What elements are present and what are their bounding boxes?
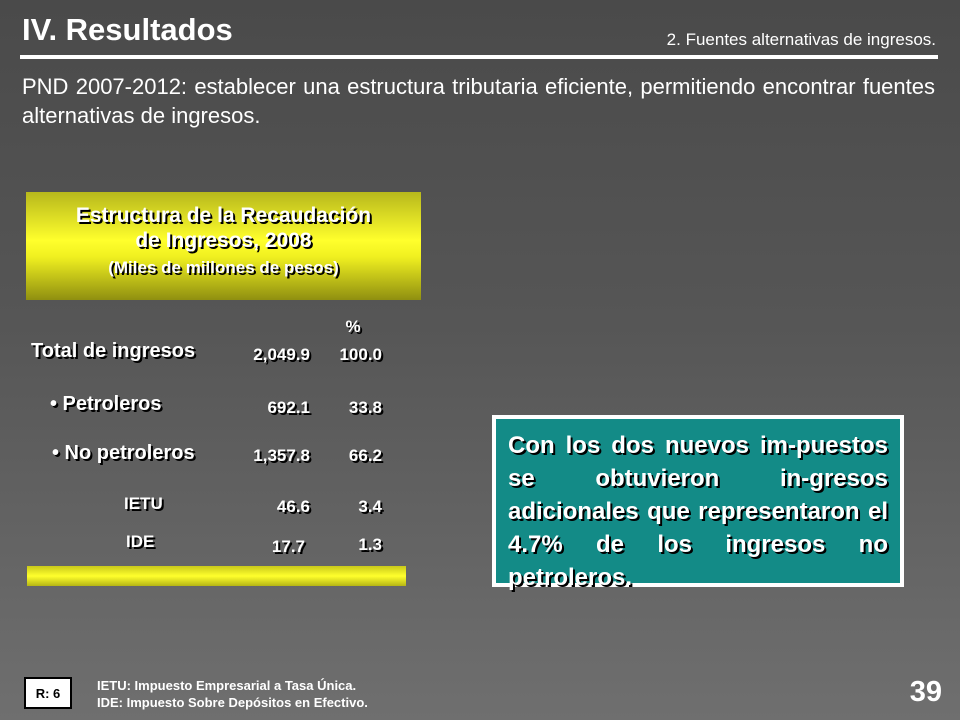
table-title-banner: Estructura de la Recaudación de Ingresos… xyxy=(26,192,421,300)
row-percent: 33.8 xyxy=(348,398,382,417)
title-divider xyxy=(20,55,938,59)
row-label: • Petroleros xyxy=(50,393,162,415)
slide-subtitle: 2. Fuentes alternativas de ingresos. xyxy=(666,30,936,49)
row-percent: 66.2 xyxy=(348,446,382,465)
row-amount: 692.1 xyxy=(267,398,310,417)
row-amount: 1,357.8 xyxy=(253,446,310,465)
percent-column-header: % xyxy=(345,317,361,336)
row-percent: 100.0 xyxy=(339,345,382,364)
table-title-line1: Estructura de la Recaudación xyxy=(75,204,372,227)
table-units: (Miles de millones de pesos) xyxy=(108,258,339,277)
row-label: IDE xyxy=(126,532,155,551)
page-number: 39 xyxy=(909,676,942,708)
reference-badge: R: 6 xyxy=(24,677,72,709)
callout-text: Con los dos nuevos im-puestos se obtuvie… xyxy=(508,432,888,591)
footnote-ietu: IETU: Impuesto Empresarial a Tasa Única. xyxy=(97,678,357,693)
table-title-line2: de Ingresos, 2008 xyxy=(135,229,312,252)
intro-paragraph: PND 2007-2012: establecer una estructura… xyxy=(22,74,935,128)
slide-title: IV. Resultados xyxy=(22,12,233,47)
row-percent: 1.3 xyxy=(358,535,382,554)
row-label: IETU xyxy=(124,494,163,513)
row-amount: 17.7 xyxy=(271,537,305,556)
footnote-ide: IDE: Impuesto Sobre Depósitos en Efectiv… xyxy=(97,695,368,710)
row-percent: 3.4 xyxy=(358,497,382,516)
callout-box: Con los dos nuevos im-puestos se obtuvie… xyxy=(492,415,904,591)
row-amount: 2,049.9 xyxy=(253,345,310,364)
row-amount: 46.6 xyxy=(276,497,310,516)
row-label: • No petroleros xyxy=(52,442,195,464)
table-footer-bar xyxy=(27,566,406,586)
row-label: Total de ingresos xyxy=(31,340,196,362)
